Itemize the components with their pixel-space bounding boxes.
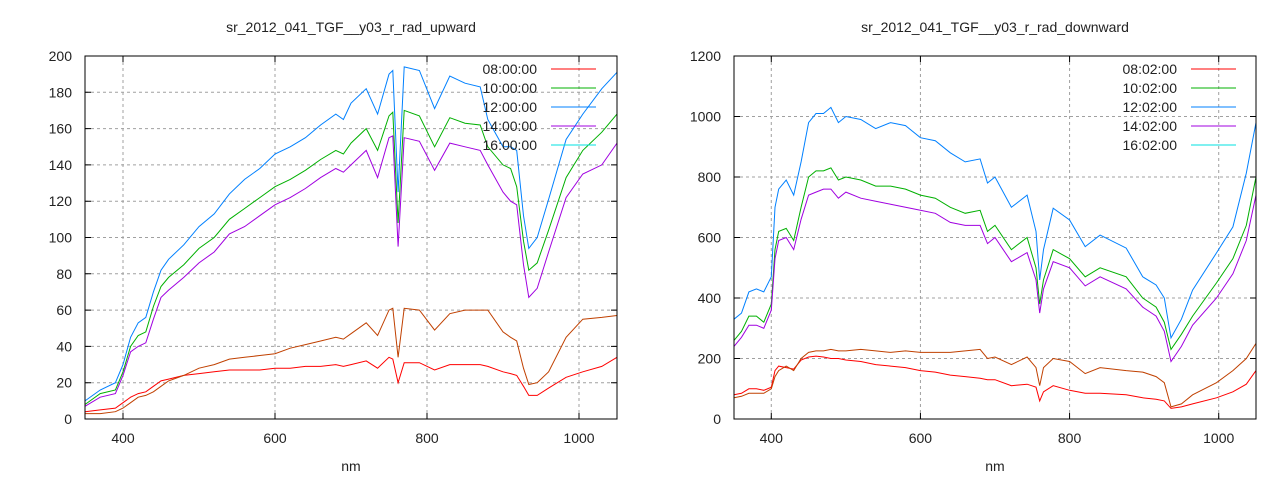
- series-line-10-00-00: [84, 109, 618, 405]
- series-line-12-02-00: [733, 106, 1257, 340]
- x-tick-label: 800: [1058, 430, 1082, 446]
- y-tick-label: 0: [713, 411, 721, 427]
- downward-radiance-chart: sr_2012_041_TGF__y03_r_rad_downward nm 0…: [690, 19, 1257, 474]
- legend-label: 12:02:00: [1123, 99, 1178, 115]
- legend-label: 08:00:00: [483, 61, 538, 77]
- x-tick-label: 1000: [563, 430, 594, 446]
- legend-label: 12:00:00: [483, 99, 538, 115]
- y-tick-label: 80: [56, 266, 72, 282]
- legend-label: 10:00:00: [483, 80, 538, 96]
- x-tick-label: 400: [760, 430, 784, 446]
- y-tick-label: 400: [698, 290, 722, 306]
- series-line-12-00-00: [84, 66, 618, 402]
- y-tick-label: 40: [56, 338, 72, 354]
- legend-label: 16:00:00: [483, 137, 538, 153]
- legend-label: 16:02:00: [1123, 137, 1178, 153]
- y-tick-label: 20: [56, 375, 72, 391]
- y-tick-label: 180: [49, 84, 73, 100]
- series-line-16-00-00: [85, 307, 618, 415]
- legend-label: 08:02:00: [1123, 61, 1178, 77]
- y-tick-label: 100: [49, 230, 73, 246]
- x-axis-label: nm: [985, 458, 1004, 474]
- series-line-14-00-00: [84, 135, 618, 407]
- y-tick-label: 60: [56, 302, 72, 318]
- chart-title: sr_2012_041_TGF__y03_r_rad_downward: [861, 19, 1129, 35]
- y-tick-label: 140: [49, 157, 73, 173]
- x-tick-label: 1000: [1203, 430, 1234, 446]
- series-line-16-02-00: [733, 343, 1257, 408]
- x-axis-label: nm: [341, 458, 360, 474]
- series-line-10-02-00: [733, 167, 1257, 351]
- legend-label: 14:00:00: [483, 118, 538, 134]
- y-tick-label: 200: [698, 351, 722, 367]
- y-tick-label: 800: [698, 169, 722, 185]
- y-tick-label: 1000: [690, 109, 721, 125]
- series-line-08-02-00: [733, 355, 1257, 409]
- y-tick-label: 600: [698, 230, 722, 246]
- y-tick-label: 120: [49, 193, 73, 209]
- x-tick-label: 600: [263, 430, 287, 446]
- legend-label: 14:02:00: [1123, 118, 1178, 134]
- series-line-08-00-00: [84, 356, 618, 413]
- chart-title: sr_2012_041_TGF__y03_r_rad_upward: [226, 19, 476, 35]
- plot-frame: [84, 55, 618, 420]
- y-tick-label: 160: [49, 121, 73, 137]
- y-tick-label: 0: [64, 411, 72, 427]
- x-tick-label: 400: [111, 430, 135, 446]
- upward-radiance-chart: sr_2012_041_TGF__y03_r_rad_upward nm 0 20…: [49, 19, 618, 474]
- legend-label: 10:02:00: [1123, 80, 1178, 96]
- x-tick-label: 600: [909, 430, 933, 446]
- x-tick-label: 800: [415, 430, 439, 446]
- y-tick-label: 200: [49, 48, 73, 64]
- series-line-14-02-00: [733, 188, 1257, 363]
- plot-frame: [733, 55, 1257, 420]
- y-tick-label: 1200: [690, 48, 721, 64]
